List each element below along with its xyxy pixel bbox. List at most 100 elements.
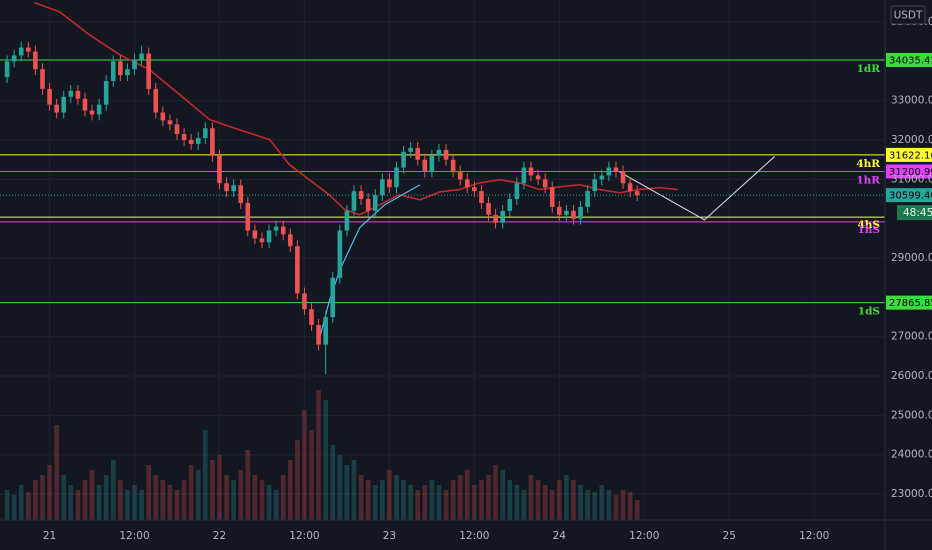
candle-body bbox=[401, 151, 406, 168]
y-tick-label: 29000.00 bbox=[891, 252, 932, 264]
candle-body bbox=[457, 171, 463, 180]
y-tick-label: 25000.00 bbox=[891, 409, 932, 421]
candle-body bbox=[245, 202, 251, 231]
volume-bar bbox=[564, 475, 569, 520]
candle-body bbox=[514, 183, 520, 200]
candle-body bbox=[110, 61, 116, 82]
candle-body bbox=[599, 175, 605, 180]
volume-bar bbox=[174, 490, 180, 520]
candle-body bbox=[372, 195, 378, 211]
candle-body bbox=[627, 183, 633, 192]
volume-bar bbox=[266, 485, 272, 520]
candle-body bbox=[18, 47, 24, 56]
candle-body bbox=[139, 53, 144, 60]
volume-bar bbox=[429, 480, 435, 520]
volume-bar bbox=[231, 480, 236, 520]
volume-bar bbox=[238, 470, 244, 520]
candle-body bbox=[273, 226, 279, 231]
volume-bar bbox=[139, 490, 144, 520]
y-tick-label: 23000.00 bbox=[891, 488, 932, 500]
candle-body bbox=[167, 120, 173, 125]
candle-body bbox=[160, 112, 166, 121]
level-name: 4hS bbox=[857, 219, 880, 231]
volume-bar bbox=[153, 475, 159, 520]
volume-bar bbox=[486, 475, 491, 520]
volume-bar bbox=[535, 480, 541, 520]
x-tick-label: 25 bbox=[723, 530, 736, 542]
volume-bar bbox=[450, 480, 456, 520]
candle-body bbox=[380, 179, 385, 196]
volume-bar bbox=[634, 500, 640, 520]
volume-bar bbox=[125, 490, 130, 520]
candle-body bbox=[11, 55, 17, 62]
candle-body bbox=[429, 155, 435, 172]
volume-bar bbox=[68, 485, 74, 520]
volume-bar bbox=[330, 445, 336, 520]
candle-body bbox=[259, 238, 265, 243]
volume-bar bbox=[118, 480, 123, 520]
candle-body bbox=[351, 191, 357, 211]
volume-bar bbox=[387, 470, 392, 520]
volume-bar bbox=[103, 475, 109, 520]
candle-body bbox=[89, 110, 95, 115]
volume-bar bbox=[585, 490, 590, 520]
level-name: 4hR bbox=[856, 158, 880, 170]
currency: USDT bbox=[894, 10, 923, 22]
candle-body bbox=[280, 226, 286, 235]
x-tick-label: 23 bbox=[383, 530, 396, 542]
candle-body bbox=[564, 210, 569, 215]
candle-body bbox=[486, 202, 491, 215]
candle-body bbox=[521, 167, 527, 184]
candle-body bbox=[54, 104, 59, 113]
candle-body bbox=[26, 47, 31, 52]
volume-bar bbox=[89, 470, 95, 520]
volume-bar bbox=[47, 465, 52, 520]
y-tick-label: 31000.00 bbox=[891, 173, 932, 185]
x-tick-label: 12:00 bbox=[289, 530, 319, 542]
volume-bar bbox=[493, 465, 498, 520]
volume-bar bbox=[323, 400, 328, 520]
candle-body bbox=[252, 230, 258, 239]
candle-body bbox=[585, 191, 590, 207]
trend-drawing bbox=[619, 156, 775, 221]
candle-body bbox=[231, 185, 236, 192]
candle-body bbox=[464, 179, 470, 188]
volume-bar bbox=[542, 485, 548, 520]
candle-body bbox=[61, 96, 67, 113]
candle-body bbox=[96, 104, 102, 115]
volume-bar bbox=[521, 490, 527, 520]
candle-body bbox=[443, 149, 449, 160]
currency-box[interactable] bbox=[890, 5, 926, 25]
x-tick-label: 24 bbox=[553, 530, 567, 542]
volume-bar bbox=[557, 480, 562, 520]
candle-body bbox=[125, 69, 130, 76]
volume-bar bbox=[188, 465, 194, 520]
volume-bar bbox=[613, 495, 619, 520]
volume-bar bbox=[18, 485, 24, 520]
candle-body bbox=[103, 81, 109, 105]
candle-body bbox=[592, 179, 598, 192]
volume-bar bbox=[620, 490, 626, 520]
candle-body bbox=[422, 159, 428, 172]
volume-bar bbox=[302, 410, 307, 520]
volume-bar bbox=[96, 485, 102, 520]
level-name: 1hR bbox=[856, 174, 880, 186]
volume-bar bbox=[195, 470, 201, 520]
volume-bar bbox=[571, 480, 576, 520]
candle-body bbox=[195, 138, 201, 144]
level-name: 1hS bbox=[857, 224, 880, 236]
x-tick-label: 12:00 bbox=[629, 530, 659, 542]
volume-bar bbox=[33, 480, 38, 520]
candle-body bbox=[323, 317, 328, 345]
volume-bar bbox=[82, 480, 88, 520]
last-price-tag bbox=[886, 188, 932, 203]
candle-body bbox=[132, 59, 137, 70]
candle-body bbox=[203, 128, 208, 139]
volume-bar bbox=[26, 492, 31, 520]
volume-bar bbox=[40, 475, 45, 520]
candle-body bbox=[68, 90, 74, 97]
volume-bar bbox=[514, 485, 520, 520]
candle-body bbox=[578, 206, 583, 219]
candle-body bbox=[387, 179, 392, 188]
volume-bar bbox=[252, 475, 258, 520]
